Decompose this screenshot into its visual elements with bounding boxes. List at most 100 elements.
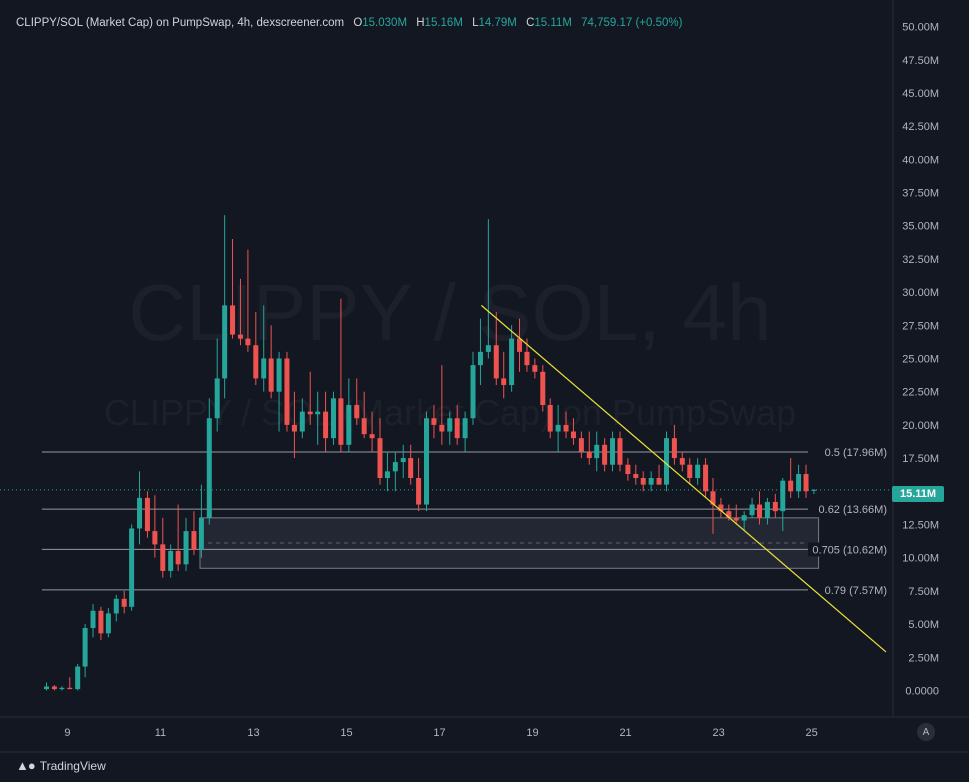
change-value: 74,759.17 (+0.50%) [581,17,683,29]
candle-body [757,504,763,518]
descending-trendline[interactable] [480,304,887,653]
open-label: O [353,17,363,29]
candle-body [284,358,290,425]
price-axis-label: 40.00M [902,154,939,166]
price-axis-label: 25.00M [902,354,939,366]
candle-body [656,478,662,485]
candle-body [501,378,507,386]
price-axis-label: 0.0000 [905,685,939,697]
candle-body [540,371,546,405]
candle-body [563,424,569,432]
last-price-badge: 15.11M [892,486,944,502]
candle-body [144,497,150,532]
candle-body [152,531,158,545]
fib-level-label: 0.79 (7.57M) [825,585,887,597]
fib-retracement[interactable]: 0.5 (17.96M) 0.62 (13.66M) 0.705 (10.62M) 0… [41,444,890,597]
candle-body [230,305,236,335]
auto-scale-button[interactable]: A [917,723,935,741]
candle-body [470,365,476,419]
support-zone-box[interactable] [199,517,820,569]
fib-level-label: 0.5 (17.96M) [825,447,887,459]
candle-body [51,686,57,690]
candle-body [191,531,197,550]
candle-body [547,404,553,432]
candle-body [315,411,321,415]
price-axis-label: 20.00M [902,420,939,432]
candle-body [400,458,406,463]
candle-body [44,686,50,690]
candle-body [245,338,251,346]
candle-body [377,438,383,478]
close-label: C [526,17,535,29]
open-value: 15.030M [362,17,408,29]
candles [44,215,817,691]
candle-body [671,438,677,459]
fib-level-label: 0.705 (10.62M) [812,544,887,556]
low-value: 14.79M [478,17,517,29]
fib-label-bg [808,542,890,557]
price-axis-label: 47.50M [902,55,939,67]
watermark: CLIPPY / SOL, 4h CLIPPY / SOL (Market Ca… [104,268,796,433]
trendline[interactable] [480,304,887,653]
time-axis-label: 15 [340,727,352,739]
time-axis-label: 9 [64,727,70,739]
candle-body [237,334,243,339]
candle-body [183,531,189,565]
time-axis[interactable]: 9 11 13 15 17 19 21 23 25 [64,727,817,739]
price-axis-label: 45.00M [902,88,939,100]
candle-body [485,345,491,352]
symbol-title: CLIPPY/SOL (Market Cap) on PumpSwap, 4h,… [16,17,345,29]
candle-body [361,418,367,435]
candle-body [741,515,747,521]
tradingview-logo[interactable]: ▲● TradingView [16,758,106,773]
candle-body [625,464,631,475]
candle-body [703,464,709,492]
candle-body [679,458,685,465]
candle-body [416,478,422,505]
candle-body [276,358,282,392]
time-axis-label: 23 [712,727,724,739]
candle-body [354,404,360,419]
candle-body [330,398,336,439]
price-axis[interactable]: 50.00M 47.50M 45.00M 42.50M 40.00M 37.50M 35.0… [902,22,939,698]
candle-body [214,378,220,419]
candle-body [454,418,460,439]
time-axis-label: 25 [805,727,817,739]
price-axis-label: 12.50M [902,519,939,531]
candle-body [222,305,228,379]
candle-body [633,474,639,478]
watermark-symbol: CLIPPY / SOL, 4h [128,268,771,357]
candle-body [493,345,499,379]
candle-body [710,491,716,505]
fib-label-bg [808,502,890,517]
candle-body [517,338,523,352]
high-label: H [416,17,425,29]
time-axis-label: 13 [247,727,259,739]
candle-body [555,424,561,432]
candle-body [586,451,592,459]
candle-body [90,610,96,629]
candle-body [811,489,817,491]
candle-body [718,504,724,512]
price-axis-label: 2.50M [908,652,939,664]
candle-body [113,598,119,614]
candle-body [663,438,669,485]
fib-label-bg [808,582,890,597]
candle-body [524,351,530,366]
tradingview-brand: TradingView [39,758,106,773]
candle-body [82,628,88,667]
candle-body [640,478,646,485]
price-axis-label: 42.50M [902,121,939,133]
price-axis-label: 35.00M [902,221,939,233]
candle-body [307,411,313,415]
support-zone[interactable] [199,517,820,569]
candle-body [129,528,135,607]
candle-body [198,517,204,550]
price-axis-label: 22.50M [902,387,939,399]
candle-body [462,418,468,439]
candle-body [175,551,181,565]
candle-body [695,464,701,478]
candle-body [338,398,344,445]
low-label: L [472,17,479,29]
